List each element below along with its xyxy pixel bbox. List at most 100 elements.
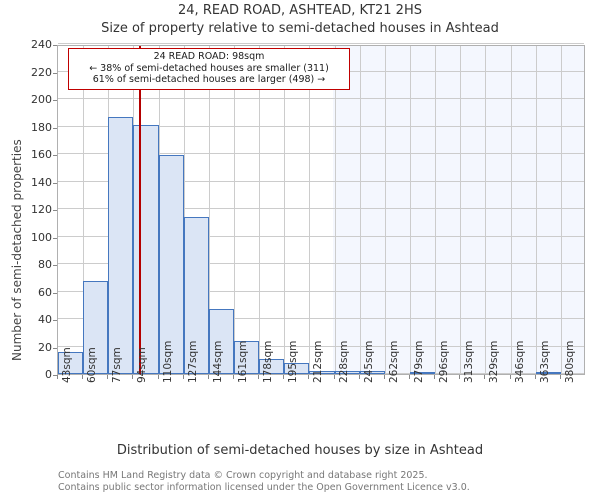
gridline-vertical — [485, 46, 487, 374]
x-axis-tick-mark — [459, 375, 461, 379]
gridline-horizontal — [58, 98, 584, 99]
histogram-bar — [234, 341, 260, 374]
annotation-line-3: 61% of semi-detached houses are larger (… — [92, 74, 326, 85]
y-axis-label: Number of semi-detached properties — [10, 139, 24, 361]
histogram-bar — [359, 371, 385, 374]
x-axis-tick-label: 178sqm — [262, 340, 275, 383]
gridline-vertical — [284, 46, 286, 374]
gridline-horizontal — [58, 125, 584, 127]
x-axis-tick-label: 127sqm — [186, 340, 199, 383]
x-axis-tick-mark — [283, 375, 285, 379]
y-axis-tick-label: 180 — [31, 120, 52, 134]
property-marker-line — [139, 46, 142, 374]
gridline-vertical — [359, 46, 361, 374]
y-axis-tick-mark — [53, 265, 57, 266]
x-axis-tick-label: 329sqm — [488, 340, 501, 383]
gridline-horizontal — [58, 208, 584, 209]
y-axis-tick-label: 140 — [31, 175, 52, 189]
page-subtitle: Size of property relative to semi-detach… — [101, 21, 499, 36]
y-axis-tick-label: 60 — [38, 285, 52, 299]
gridline-vertical — [309, 46, 311, 374]
y-axis-tick-mark — [53, 375, 57, 376]
y-axis-tick-mark — [53, 182, 57, 184]
y-axis-tick-mark — [53, 347, 57, 349]
annotation-line-2: ← 38% of semi-detached houses are smalle… — [89, 62, 329, 74]
x-axis-tick-mark — [57, 375, 58, 379]
plot-area — [57, 43, 585, 375]
histogram-bar — [183, 217, 209, 374]
x-axis-tick-mark — [383, 375, 385, 379]
x-axis-tick-mark — [333, 375, 335, 379]
x-axis-tick-mark — [207, 375, 209, 379]
y-axis-tick-mark — [53, 210, 57, 211]
gridline-vertical — [259, 46, 261, 374]
histogram-bar — [259, 358, 285, 374]
x-axis-tick-label: 60sqm — [86, 347, 99, 383]
gridline-vertical — [510, 46, 512, 374]
x-axis-tick-mark — [258, 375, 260, 379]
gridline-horizontal — [58, 263, 584, 264]
y-axis-tick-label: 0 — [45, 368, 52, 381]
x-axis-tick-mark — [308, 375, 310, 379]
shaded-region — [332, 46, 584, 374]
y-axis-tick-mark — [53, 100, 57, 101]
x-axis-tick-label: 363sqm — [538, 340, 551, 383]
gridline-vertical — [183, 46, 185, 374]
y-axis-tick-label: 220 — [31, 65, 52, 79]
x-axis-tick-label: 296sqm — [438, 340, 451, 383]
gridline-horizontal — [58, 43, 584, 44]
histogram-bar — [334, 371, 360, 374]
gridline-horizontal — [58, 345, 584, 347]
y-axis-tick-mark — [53, 45, 57, 46]
gridline-vertical — [410, 46, 411, 374]
x-axis-tick-label: 262sqm — [387, 340, 400, 383]
gridline-vertical — [535, 46, 537, 374]
histogram-bar — [58, 352, 84, 374]
histogram-bar — [208, 309, 234, 374]
y-axis-tick-label: 200 — [31, 93, 52, 106]
y-axis-tick-label: 160 — [31, 148, 52, 161]
y-axis-tick-mark — [53, 155, 57, 156]
y-axis-tick-mark — [53, 292, 57, 294]
gridline-horizontal — [58, 318, 584, 319]
x-axis-tick-mark — [157, 375, 159, 379]
gridline-vertical — [234, 46, 235, 374]
histogram-bar — [309, 371, 335, 374]
x-axis-tick-mark — [484, 375, 486, 379]
x-axis-tick-label: 94sqm — [136, 347, 149, 383]
gridline-vertical — [83, 46, 85, 374]
x-axis-tick-label: 228sqm — [337, 340, 350, 383]
footer-attribution: Contains HM Land Registry data © Crown c… — [58, 470, 598, 493]
x-axis-tick-mark — [132, 375, 134, 379]
x-axis-tick-mark — [182, 375, 184, 379]
y-axis-tick-label: 40 — [38, 313, 52, 326]
y-axis-tick-mark — [53, 127, 57, 129]
gridline-horizontal — [58, 180, 584, 182]
histogram-bar — [284, 363, 310, 374]
gridline-vertical — [208, 46, 210, 374]
histogram-bar — [158, 155, 184, 374]
gridline-vertical — [384, 46, 386, 374]
y-axis-tick-label: 120 — [31, 203, 52, 216]
gridline-vertical — [460, 46, 462, 374]
x-axis-tick-mark — [434, 375, 436, 379]
y-axis-tick-label: 240 — [31, 38, 52, 51]
histogram-bar — [410, 371, 436, 374]
x-axis-tick-label: 346sqm — [513, 340, 526, 383]
x-axis-tick-label: 313sqm — [463, 340, 476, 383]
x-axis-tick-mark — [82, 375, 84, 379]
x-axis-tick-label: 212sqm — [312, 340, 325, 383]
x-axis-tick-label: 43sqm — [61, 347, 73, 383]
y-axis-tick-mark — [53, 320, 57, 321]
histogram-bar — [133, 125, 159, 374]
y-axis-tick-label: 100 — [31, 230, 52, 244]
gridline-vertical — [435, 46, 437, 374]
x-axis-tick-label: 161sqm — [237, 340, 249, 383]
y-axis-tick-mark — [53, 237, 57, 239]
gridline-horizontal — [58, 235, 584, 237]
x-axis-tick-label: 144sqm — [211, 340, 224, 383]
annotation-line-1: 24 READ ROAD: 98sqm — [153, 51, 265, 62]
footer-line-2: Contains public sector information licen… — [58, 481, 470, 493]
histogram-bar — [83, 280, 109, 374]
